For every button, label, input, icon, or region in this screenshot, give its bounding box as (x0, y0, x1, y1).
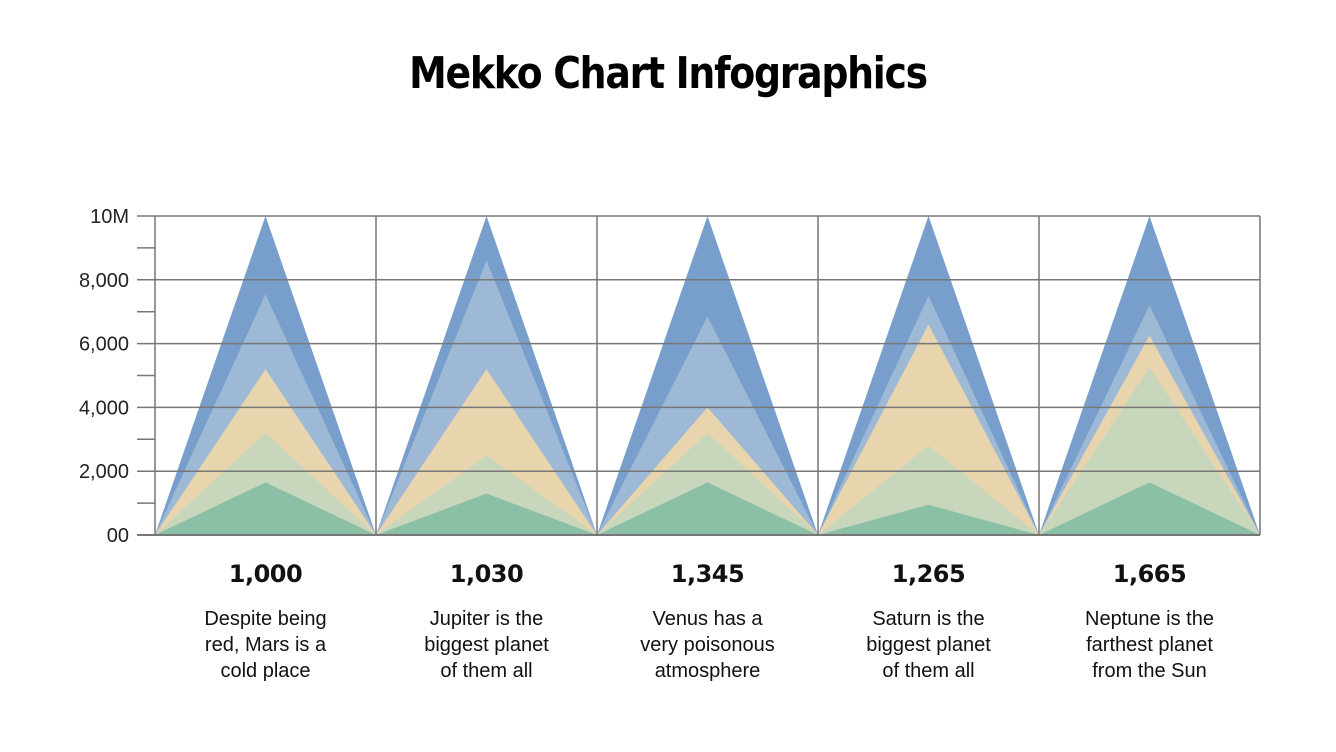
y-tick-label: 10M (90, 206, 129, 228)
column-values: 1,000 Despite being red, Mars is a cold … (155, 556, 1260, 684)
peak-layer (818, 324, 1039, 535)
column-saturn: 1,265 Saturn is the biggest planet of th… (818, 556, 1039, 684)
column-description: Saturn is the biggest planet of them all (866, 608, 991, 682)
column-jupiter: 1,030 Jupiter is the biggest planet of t… (376, 556, 597, 684)
peak-layer (1039, 482, 1260, 535)
peak-layer (155, 482, 376, 535)
column-mars: 1,000 Despite being red, Mars is a cold … (155, 556, 376, 684)
y-axis: 00 2,000 4,000 6,000 8,000 10M (79, 206, 129, 547)
column-description: Despite being red, Mars is a cold place (204, 608, 327, 682)
column-value: 1,000 (228, 560, 303, 588)
y-tick-label: 4,000 (79, 397, 129, 419)
peak-layer (376, 369, 597, 535)
column-neptune: 1,665 Neptune is the farthest planet fro… (1039, 556, 1260, 684)
chart-peaks (155, 216, 1260, 535)
column-description: Venus has a very poisonous atmosphere (640, 608, 775, 682)
peak-layer (818, 445, 1039, 535)
y-tick-label: 2,000 (79, 461, 129, 483)
column-value: 1,665 (1112, 560, 1187, 588)
chart-grid (137, 215, 1261, 536)
column-venus: 1,345 Venus has a very poisonous atmosph… (597, 556, 818, 684)
y-tick-label: 00 (107, 525, 129, 547)
page-title: Mekko Chart Infographics (409, 48, 928, 99)
y-tick-label: 6,000 (79, 334, 129, 356)
column-description: Jupiter is the biggest planet of them al… (424, 608, 549, 682)
column-description: Neptune is the farthest planet from the … (1085, 608, 1214, 682)
y-tick-label: 8,000 (79, 270, 129, 292)
column-value: 1,265 (891, 560, 966, 588)
peak-layer (1039, 367, 1260, 535)
peak-layer (376, 493, 597, 535)
peak-layer (597, 482, 818, 535)
column-value: 1,030 (449, 560, 524, 588)
column-value: 1,345 (670, 560, 745, 588)
peak-layer (818, 504, 1039, 535)
